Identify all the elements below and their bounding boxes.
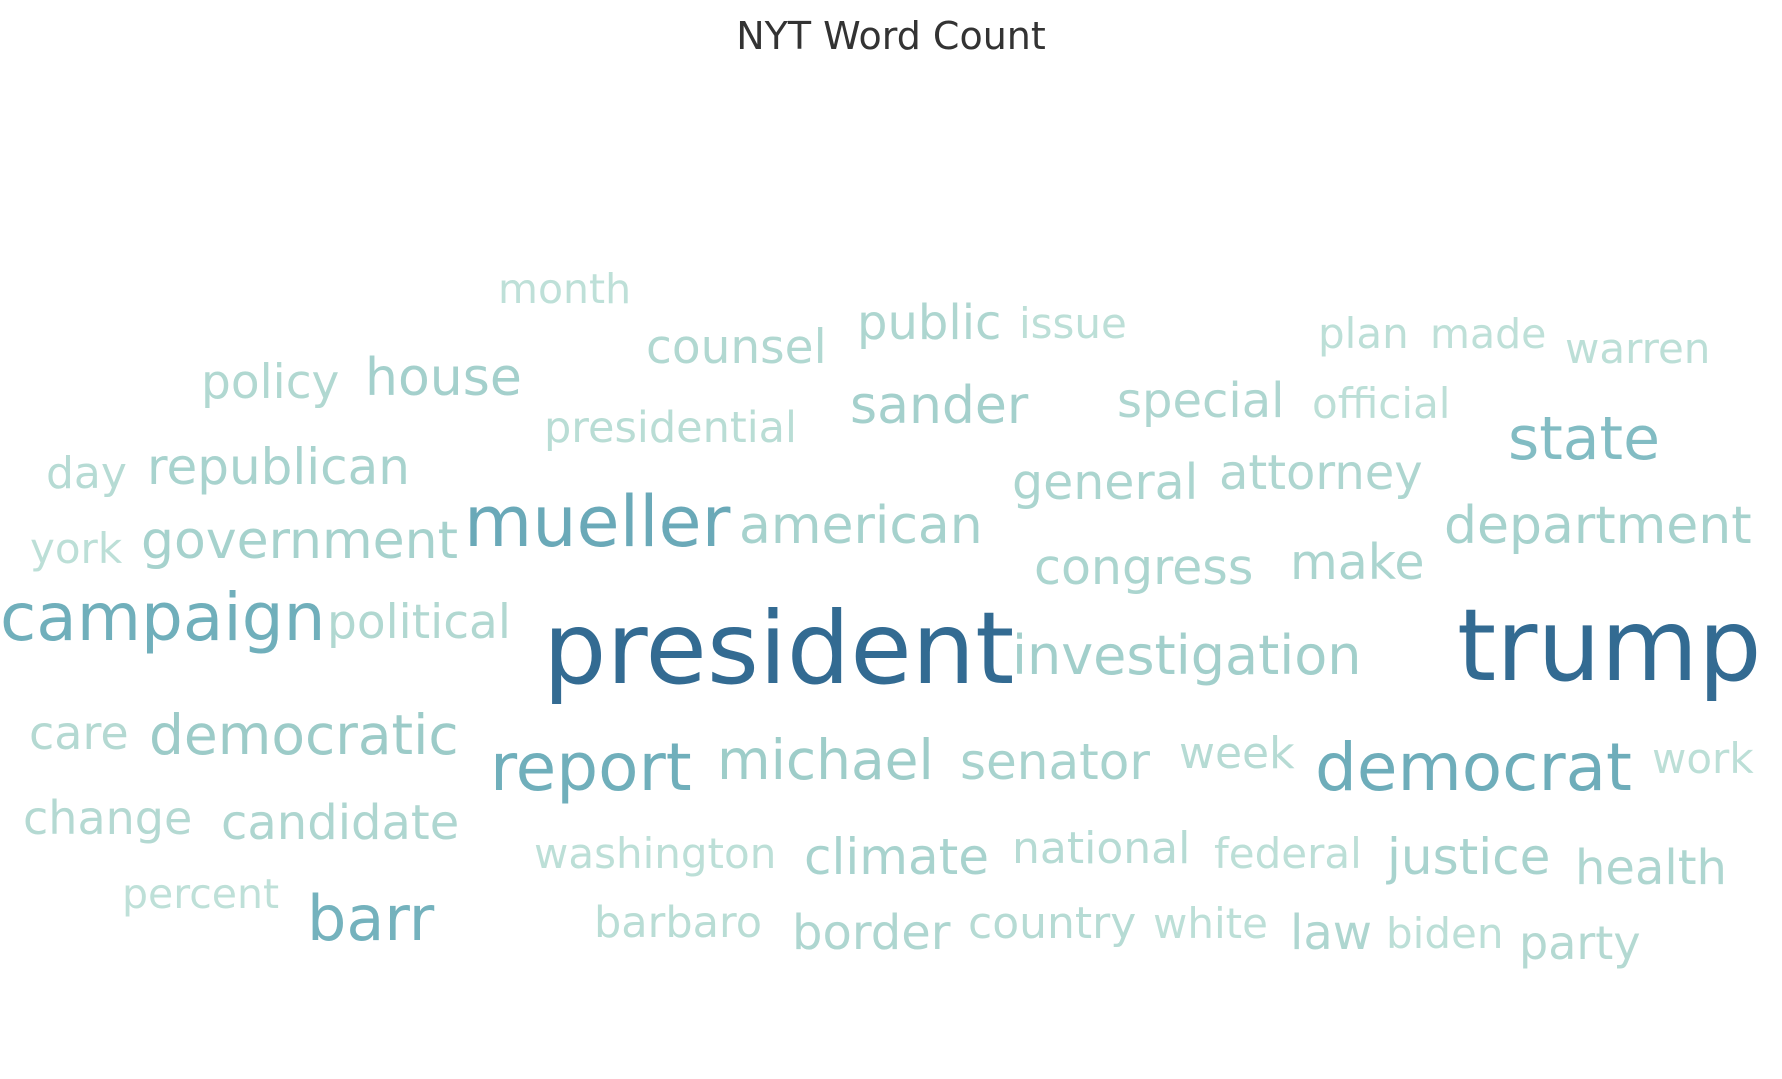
word-warren: warren	[1565, 324, 1711, 374]
word-official: official	[1312, 379, 1451, 429]
word-senator: senator	[960, 733, 1150, 791]
word-sander: sander	[850, 376, 1029, 437]
word-mueller: mueller	[464, 480, 731, 563]
word-general: general	[1012, 453, 1199, 511]
word-president: president	[543, 590, 1015, 707]
word-michael: michael	[717, 728, 934, 793]
word-state: state	[1508, 404, 1660, 475]
word-percent: percent	[122, 869, 280, 918]
chart-title: NYT Word Count	[736, 14, 1046, 58]
word-attorney: attorney	[1219, 444, 1423, 501]
word-washington: washington	[534, 829, 777, 879]
word-candidate: candidate	[221, 794, 460, 851]
word-york: york	[30, 524, 123, 574]
word-investigation: investigation	[1012, 623, 1362, 687]
word-week: week	[1179, 727, 1295, 779]
word-plan: plan	[1318, 309, 1409, 359]
word-political: political	[327, 595, 511, 651]
word-american: american	[739, 496, 983, 557]
word-barr: barr	[307, 881, 435, 955]
word-barbaro: barbaro	[594, 898, 763, 949]
word-congress: congress	[1034, 538, 1254, 596]
word-special: special	[1117, 372, 1285, 429]
word-report: report	[490, 728, 692, 806]
word-democratic: democratic	[149, 703, 459, 768]
word-made: made	[1430, 309, 1547, 358]
word-month: month	[498, 264, 632, 313]
word-campaign: campaign	[0, 578, 326, 656]
word-make: make	[1290, 533, 1425, 591]
word-country: country	[968, 897, 1137, 949]
word-white: white	[1153, 899, 1268, 949]
word-public: public	[857, 294, 1002, 351]
word-republican: republican	[147, 438, 410, 496]
word-issue: issue	[1019, 299, 1127, 349]
word-policy: policy	[201, 355, 340, 411]
word-climate: climate	[804, 828, 989, 886]
word-biden: biden	[1386, 909, 1504, 959]
word-house: house	[365, 348, 522, 409]
word-counsel: counsel	[646, 320, 827, 376]
word-government: government	[141, 511, 459, 572]
word-presidential: presidential	[544, 403, 797, 454]
word-department: department	[1444, 496, 1752, 557]
word-change: change	[23, 791, 193, 846]
word-day: day	[46, 447, 127, 499]
word-democrat: democrat	[1315, 728, 1632, 806]
word-law: law	[1290, 904, 1373, 961]
word-border: border	[792, 904, 951, 961]
word-trump: trump	[1457, 587, 1762, 704]
word-justice: justice	[1387, 828, 1551, 886]
word-health: health	[1575, 839, 1727, 896]
word-party: party	[1519, 916, 1641, 971]
word-national: national	[1012, 822, 1191, 874]
word-federal: federal	[1214, 829, 1362, 879]
word-care: care	[29, 706, 129, 761]
word-work: work	[1652, 734, 1754, 784]
